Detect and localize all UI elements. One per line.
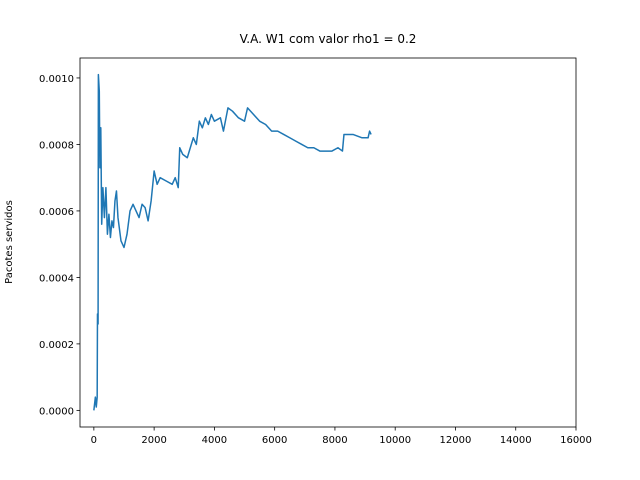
y-tick-label: 0.0010	[39, 74, 74, 85]
data-line	[93, 73, 372, 411]
x-tick-label: 0	[91, 435, 97, 446]
x-tick-label: 10000	[379, 435, 411, 446]
plot-frame	[79, 57, 577, 428]
x-tick-label: 16000	[560, 435, 592, 446]
y-tick-label: 0.0002	[39, 340, 74, 351]
chart-title: V.A. W1 com valor rho1 = 0.2	[240, 32, 417, 46]
x-tick-label: 8000	[322, 435, 347, 446]
y-tick-label: 0.0008	[39, 140, 74, 151]
x-tick-label: 6000	[262, 435, 287, 446]
y-tick-label: 0.0006	[39, 207, 74, 218]
x-tick-label: 4000	[202, 435, 227, 446]
y-tick-label: 0.0004	[39, 273, 74, 284]
x-tick-label: 14000	[500, 435, 532, 446]
y-tick-label: 0.0000	[39, 406, 74, 417]
x-tick-label: 2000	[141, 435, 166, 446]
x-tick-label: 12000	[440, 435, 472, 446]
y-axis-label: Pacotes servidos	[4, 200, 15, 284]
